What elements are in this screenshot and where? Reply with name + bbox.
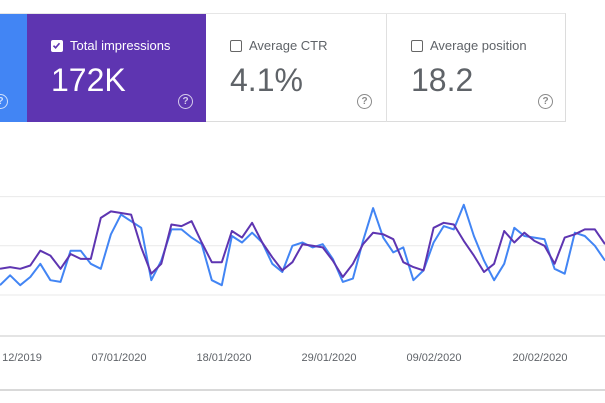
x-axis: 12/2019 07/01/2020 18/01/2020 29/01/2020 09/… xyxy=(2,352,567,364)
x-tick-label: 09/02/2020 xyxy=(406,352,461,364)
performance-chart: 12/2019 07/01/2020 18/01/2020 29/01/2020 09/… xyxy=(0,140,605,390)
metric-card-position[interactable]: Average position 18.2 ? xyxy=(387,14,566,122)
x-tick-label: 07/01/2020 xyxy=(91,352,146,364)
ctr-value: 4.1% xyxy=(230,62,303,98)
position-value: 18.2 xyxy=(411,62,474,98)
x-tick-label: 20/02/2020 xyxy=(512,352,567,364)
metric-card-clicks[interactable]: ? xyxy=(0,14,27,122)
chart-series xyxy=(0,203,605,287)
series-line xyxy=(0,203,605,287)
x-tick-label: 12/2019 xyxy=(2,352,42,364)
help-icon[interactable]: ? xyxy=(178,94,193,109)
position-checkbox[interactable] xyxy=(411,39,423,52)
metric-card-impressions[interactable]: Total impressions 172K ? xyxy=(27,14,206,122)
check-icon xyxy=(52,42,61,49)
chart-grid xyxy=(0,196,605,337)
help-icon[interactable]: ? xyxy=(357,94,372,109)
ctr-label: Average CTR xyxy=(249,38,328,53)
impressions-value: 172K xyxy=(51,62,126,98)
chart-svg: 12/2019 07/01/2020 18/01/2020 29/01/2020 09/… xyxy=(0,196,605,364)
impressions-checkbox[interactable] xyxy=(51,39,63,52)
x-tick-label: 29/01/2020 xyxy=(301,352,356,364)
x-tick-label: 18/01/2020 xyxy=(196,352,251,364)
impressions-label: Total impressions xyxy=(70,38,171,53)
help-icon[interactable]: ? xyxy=(0,94,8,109)
ctr-checkbox[interactable] xyxy=(230,39,242,52)
metric-cards: ? Total impressions 172K ? Average CTR 4… xyxy=(0,13,566,122)
series-line xyxy=(0,210,605,278)
help-icon[interactable]: ? xyxy=(538,94,553,109)
metric-card-ctr[interactable]: Average CTR 4.1% ? xyxy=(206,14,387,122)
panel-bottom-border xyxy=(0,389,605,391)
position-label: Average position xyxy=(430,38,527,53)
